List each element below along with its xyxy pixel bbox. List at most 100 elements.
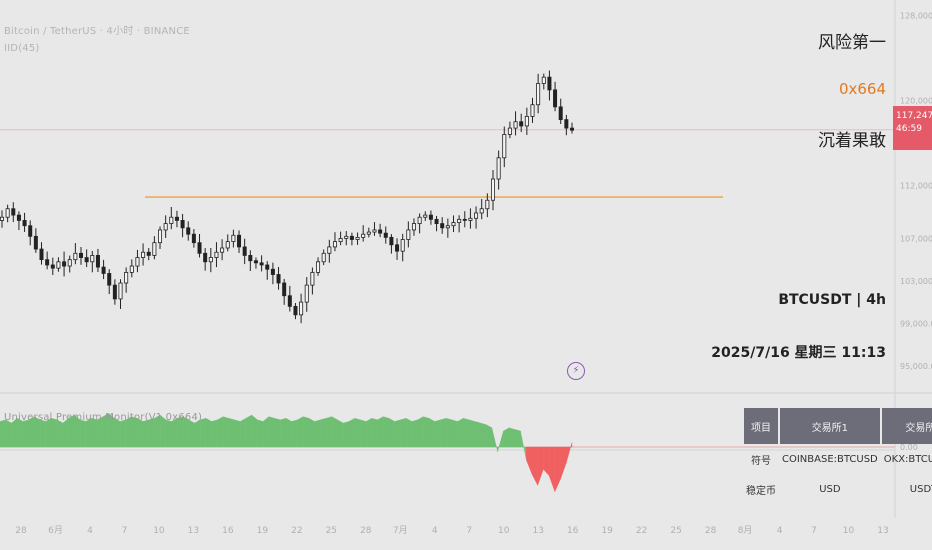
premium-area-segment: [188, 419, 195, 448]
candle-body: [332, 241, 337, 248]
table-cell: 稳定币: [746, 485, 776, 497]
candle-body: [11, 208, 16, 216]
premium-area-segment: [325, 416, 332, 448]
candle-body: [225, 241, 230, 249]
table-header-exchange2: 交易所2: [881, 408, 932, 444]
sub-indicator-label[interactable]: Universal Premium Monitor(V1.0x664): [4, 412, 203, 423]
x-tick-label: 6月: [48, 525, 63, 536]
x-tick-label: 7月: [393, 525, 408, 536]
premium-area-segment: [297, 416, 304, 448]
candle-body: [316, 261, 321, 273]
premium-area-segment: [0, 419, 6, 448]
premium-area-segment: [543, 446, 550, 477]
candle-body: [411, 223, 416, 231]
candle-body: [321, 252, 326, 263]
author-label: 0x664: [838, 80, 886, 98]
candle-body: [248, 255, 253, 262]
candle-body: [457, 218, 462, 223]
candle-body: [355, 236, 360, 240]
lightning-icon[interactable]: ⚡: [567, 362, 585, 380]
premium-area-segment: [39, 419, 46, 448]
candle-body: [276, 274, 281, 284]
candle-body: [118, 282, 123, 300]
candle-body: [22, 220, 27, 227]
premium-area-segment: [360, 419, 367, 448]
x-tick-label: 25: [670, 526, 681, 536]
premium-area-segment: [165, 419, 172, 448]
premium-y-tick-label: 0.00: [900, 443, 918, 452]
candle-body: [50, 264, 55, 269]
premium-area-segment: [142, 419, 149, 448]
candle-body: [45, 259, 50, 266]
y-tick-label: 99,000.00: [900, 319, 932, 328]
candle-body: [186, 227, 191, 235]
premium-area-segment: [354, 418, 361, 448]
x-tick-label: 16: [222, 526, 234, 536]
y-tick-label: 128,000.00: [900, 12, 932, 21]
candle-body: [530, 104, 535, 117]
x-tick-label: 19: [601, 526, 613, 536]
y-tick-label: 107,000.00: [900, 234, 932, 243]
x-tick-label: 8月: [738, 525, 753, 536]
x-tick-label: 10: [843, 526, 855, 536]
candle-body: [445, 225, 450, 229]
x-tick-label: 4: [777, 526, 783, 536]
premium-area-segment: [468, 419, 475, 448]
candle-body: [490, 178, 495, 201]
premium-area-segment: [388, 417, 395, 448]
candle-body: [338, 238, 343, 243]
candle-body: [383, 232, 388, 238]
candle-body: [287, 295, 292, 307]
premium-area-segment: [537, 446, 544, 486]
premium-area-segment: [491, 427, 498, 452]
premium-area-segment: [560, 446, 567, 480]
candle-body: [124, 271, 129, 284]
bar-countdown: 46:59: [896, 124, 922, 134]
candle-body: [146, 251, 151, 256]
premium-area-segment: [554, 446, 561, 492]
premium-area-segment: [451, 419, 458, 448]
premium-area-segment: [79, 419, 86, 448]
premium-area-segment: [262, 416, 269, 448]
candle-body: [28, 225, 33, 237]
candle-body: [33, 235, 38, 250]
x-tick-label: 13: [877, 526, 888, 536]
candle-body: [220, 247, 225, 253]
candle-body: [16, 214, 21, 221]
premium-area-segment: [377, 416, 384, 448]
table-cell: USDT: [909, 483, 932, 495]
x-tick-label: 22: [636, 526, 647, 536]
premium-area-segment: [503, 427, 510, 448]
candle-body: [361, 233, 366, 238]
candle-body: [265, 264, 270, 270]
premium-area-segment: [428, 417, 435, 448]
candle-body: [417, 216, 422, 224]
premium-area-segment: [440, 418, 447, 448]
premium-area-segment: [343, 421, 350, 448]
candle-body: [372, 229, 377, 233]
candle-body: [90, 255, 95, 263]
candle-body: [502, 134, 507, 159]
premium-area-segment: [383, 416, 390, 448]
premium-area-segment: [434, 419, 441, 448]
premium-area-segment: [548, 446, 555, 492]
candle-body: [67, 259, 72, 267]
symbol-header[interactable]: Bitcoin / TetherUS · 4小时 · BINANCE: [4, 26, 190, 37]
premium-area-segment: [365, 417, 372, 448]
candle-body: [39, 248, 44, 261]
candle-body: [468, 217, 473, 221]
x-tick-label: 4: [432, 526, 438, 536]
premium-area-segment: [514, 429, 521, 448]
x-tick-label: 28: [360, 526, 372, 536]
premium-area-segment: [348, 417, 355, 448]
candle-body: [479, 208, 484, 214]
table-cell: USD: [819, 483, 841, 495]
candle-body: [310, 271, 315, 286]
premium-area-segment: [205, 417, 212, 448]
table-row: 稳定币 USD USDT: [744, 474, 932, 504]
candle-body: [62, 261, 67, 267]
x-tick-label: 10: [153, 526, 165, 536]
premium-area-segment: [446, 418, 453, 448]
indicator-tag[interactable]: IID(45): [4, 43, 40, 54]
